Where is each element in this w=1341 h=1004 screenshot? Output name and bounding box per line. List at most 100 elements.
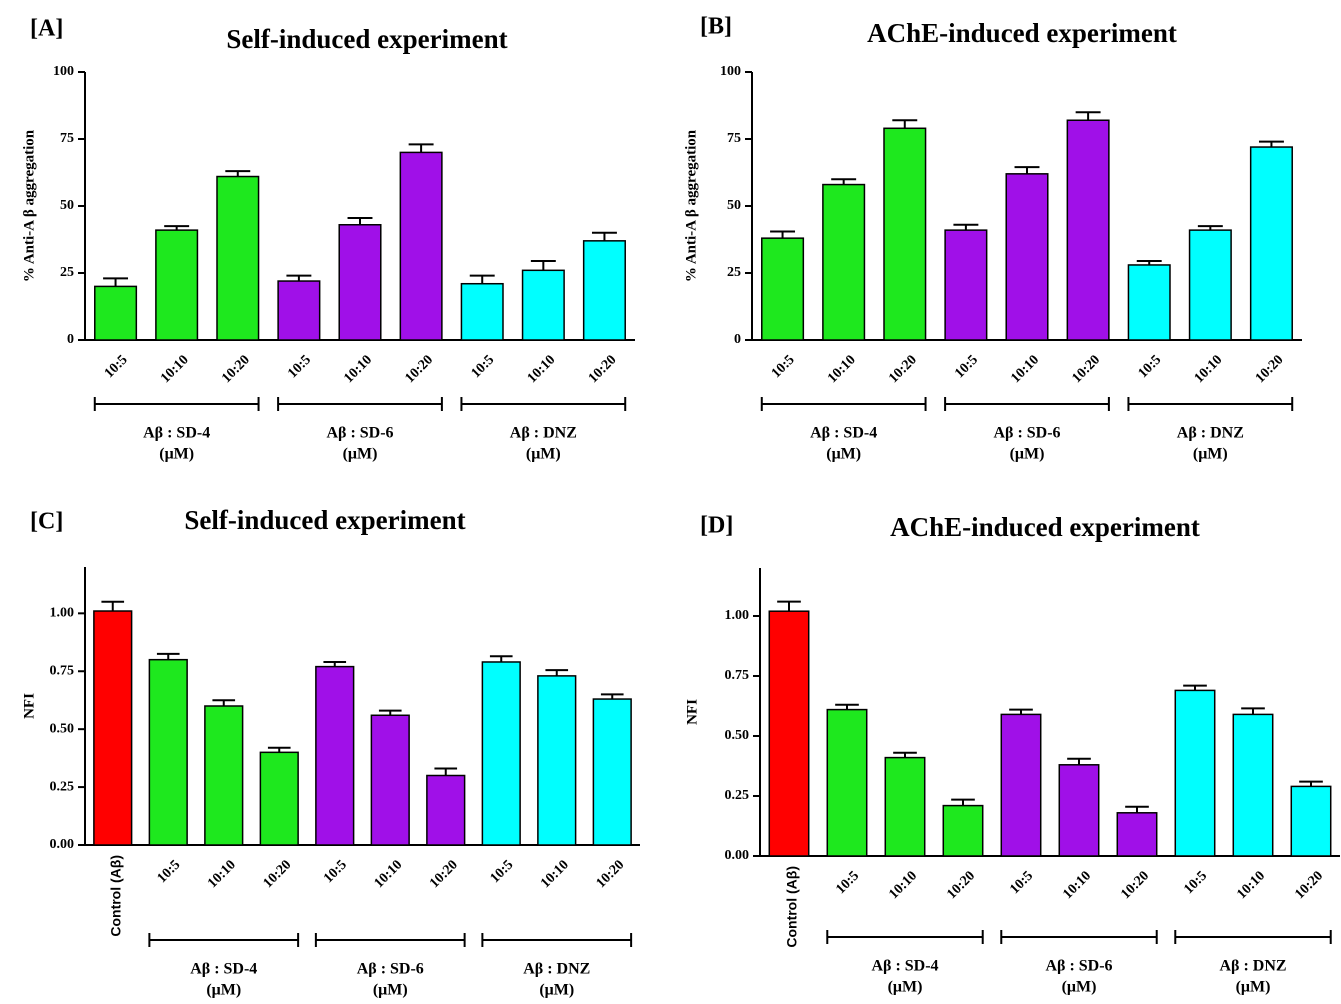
y-tick-label: 0.75 [50,663,75,678]
group-unit: (μM) [373,982,408,999]
group-unit: (μM) [1236,979,1271,996]
group-unit: (μM) [826,446,861,463]
group-label: Aβ : SD-6 [357,961,424,978]
x-tick-label: 10:10 [158,352,192,386]
y-tick-label: 0.00 [50,837,75,852]
group-unit: (μM) [1062,979,1097,996]
x-tick-label: 10:20 [944,868,978,902]
y-tick-label: 0.00 [725,848,750,863]
x-tick-label: 10:20 [403,352,437,386]
group-unit: (μM) [1193,446,1228,463]
group-unit: (μM) [526,446,561,463]
x-tick-label: Control (Aβ) [107,855,123,937]
bar [1249,146,1293,341]
y-tick-label: 0 [67,332,74,347]
panel-label: [C] [30,509,63,535]
x-tick-label: 10:10 [372,857,406,891]
group-unit: (μM) [343,446,378,463]
bar [944,229,988,341]
y-axis-label: % Anti-A β aggregation [683,129,699,282]
y-tick-label: 0.25 [50,779,75,794]
x-tick-label: 10:10 [1234,868,1268,902]
y-tick-label: 0 [734,332,741,347]
x-tick-label: 10:5 [285,352,314,381]
x-tick-label: 10:20 [219,352,253,386]
group-label: Aβ : DNZ [1177,425,1244,442]
bar [537,675,577,846]
group-label: Aβ : SD-4 [810,425,877,442]
bar [1066,119,1110,341]
y-tick-label: 50 [60,198,74,213]
bar [204,705,244,846]
y-tick-label: 1.00 [725,608,750,623]
y-tick-label: 0.75 [725,668,750,683]
group-unit: (μM) [888,979,923,996]
group-label: Aβ : SD-4 [871,958,938,975]
x-tick-label: 10:20 [594,857,628,891]
x-tick-label: 10:5 [488,857,517,886]
bar [884,756,926,857]
bar [1290,785,1332,857]
x-tick-label: 10:10 [1060,868,1094,902]
x-tick-label: 10:5 [952,352,981,381]
bar [1116,812,1158,857]
bar [883,127,927,341]
group-unit: (μM) [159,446,194,463]
chart-title: Self-induced experiment [184,505,465,535]
x-tick-label: 10:5 [102,352,131,381]
group-label: Aβ : SD-4 [143,425,210,442]
bar [155,229,199,341]
x-tick-label: 10:5 [769,352,798,381]
x-tick-label: 10:10 [886,868,920,902]
x-tick-label: 10:5 [1136,352,1165,381]
x-tick-label: 10:20 [1070,352,1104,386]
x-tick-label: Control (Aβ) [784,866,800,948]
bar [277,280,321,341]
bar [370,714,410,846]
y-tick-label: 0.50 [50,721,75,736]
bar [338,224,382,341]
group-label: Aβ : SD-6 [993,425,1060,442]
x-tick-label: 10:20 [1118,868,1152,902]
bar [481,661,521,846]
x-tick-label: 10:20 [586,352,620,386]
y-tick-label: 50 [727,198,741,213]
x-tick-label: 10:5 [155,857,184,886]
group-label: Aβ : DNZ [523,961,590,978]
bar [942,804,984,857]
bar [460,282,504,341]
x-tick-label: 10:20 [261,857,295,891]
x-tick-label: 10:10 [525,352,559,386]
bar [826,708,868,857]
panel-label: [D] [700,513,733,539]
chart-title: AChE-induced experiment [867,18,1177,48]
y-tick-label: 0.50 [725,728,750,743]
group-label: Aβ : SD-6 [326,425,393,442]
bar [399,151,443,341]
bar [822,183,866,341]
x-tick-label: 10:5 [469,352,498,381]
panel-label: [B] [700,14,732,40]
chart-title: Self-induced experiment [226,24,507,54]
bar [93,610,133,846]
bar [1005,173,1049,341]
bar [1174,689,1216,857]
bar [761,237,805,341]
bar [426,774,466,846]
bar [592,698,632,846]
y-tick-label: 25 [60,265,74,280]
bar [94,285,138,341]
y-axis-label: % Anti-A β aggregation [21,129,37,282]
x-tick-label: 10:5 [1181,868,1210,897]
bar [315,665,355,846]
group-unit: (μM) [539,982,574,999]
group-unit: (μM) [206,982,241,999]
group-label: Aβ : SD-4 [190,961,257,978]
x-tick-label: 10:10 [1008,352,1042,386]
bar [216,175,260,341]
x-tick-label: 10:20 [1253,352,1287,386]
group-label: Aβ : DNZ [510,425,577,442]
group-label: Aβ : SD-6 [1045,958,1112,975]
bar [1127,264,1171,341]
